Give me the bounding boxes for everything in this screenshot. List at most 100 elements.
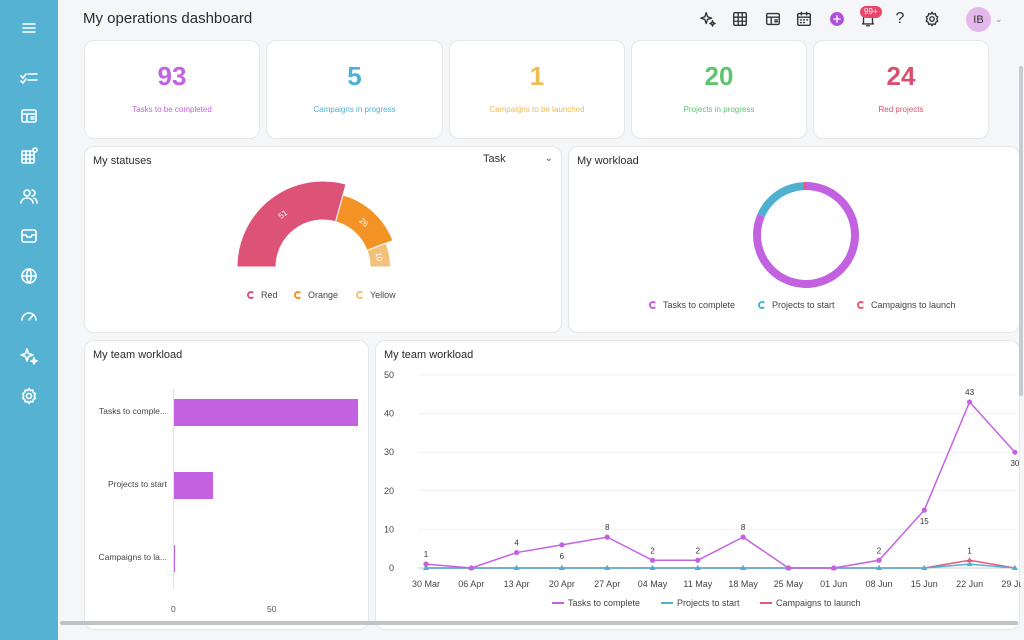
card-title: My statuses [93, 155, 152, 167]
y-tick-label: 30 [384, 447, 394, 457]
x-tick-label: 25 May [774, 579, 804, 589]
statuses-card: My statuses Task ⌄ 51 26 10 Red Orange Yel… [84, 146, 562, 333]
globe-icon[interactable] [17, 264, 41, 288]
legend-item-tasks-to-complete: Tasks to complete [649, 300, 735, 310]
team-workload-bar-card: My team workload Tasks to comple... Proj… [84, 340, 369, 630]
data-point [966, 557, 973, 563]
semi-donut-slice [236, 180, 347, 268]
legend-dot [294, 291, 302, 299]
data-label: 4 [514, 539, 519, 548]
semi-donut-slice [366, 242, 392, 268]
legend-item-red: Red [247, 290, 278, 300]
team-workload-line-chart: 0 10 20 30 40 50 30 Mar 06 Apr 13 Apr 20 Apr 27 Ap… [384, 370, 1021, 589]
bar[interactable] [173, 399, 358, 426]
legend-dot [857, 301, 865, 309]
page-title: My operations dashboard [83, 10, 253, 27]
kpi-value: 1 [529, 61, 545, 91]
kpi-card-campaigns-to-launch[interactable]: 1 Campaigns to be launched [449, 40, 625, 139]
kpi-value: 93 [157, 61, 187, 91]
legend-dot [758, 301, 766, 309]
legend-swatch [552, 602, 564, 604]
bar-label: Projects to start [107, 479, 167, 489]
data-label: 2 [696, 546, 701, 555]
kpi-card-red-projects[interactable]: 24 Red projects [813, 40, 989, 139]
status-type-dropdown[interactable]: Task ⌄ [483, 153, 555, 171]
kpi-card-projects-in-progress[interactable]: 20 Projects in progress [631, 40, 807, 139]
sparkles-icon[interactable] [17, 344, 41, 368]
checklist-icon[interactable] [17, 64, 41, 88]
gear-icon[interactable] [17, 384, 41, 408]
legend-item-campaigns-to-launch: Campaigns to launch [857, 300, 956, 310]
data-label: 43 [965, 388, 974, 397]
data-label: 8 [605, 523, 610, 532]
kpi-value: 24 [886, 61, 916, 91]
data-point [921, 507, 927, 513]
add-icon[interactable] [826, 8, 848, 30]
board-icon[interactable] [762, 8, 784, 30]
legend-label: Orange [308, 290, 339, 300]
x-tick-label: 06 Apr [458, 579, 484, 589]
sparkles-icon[interactable] [697, 8, 719, 30]
kpi-label: Campaigns in progress [313, 105, 396, 114]
data-point [876, 557, 882, 563]
data-point [604, 565, 611, 570]
help-icon[interactable]: ? [895, 10, 905, 27]
chevron-down-icon: ⌄ [544, 153, 553, 164]
users-icon[interactable] [17, 184, 41, 208]
card-title: My team workload [384, 349, 474, 361]
board-icon[interactable] [17, 104, 41, 128]
gear-icon[interactable] [921, 8, 943, 30]
avatar[interactable]: IB [966, 7, 991, 32]
y-tick-label: 20 [384, 486, 394, 496]
data-point [831, 565, 837, 571]
series-line [426, 563, 1015, 569]
donut-slice [803, 182, 806, 191]
speedometer-icon[interactable] [17, 304, 41, 328]
data-label: 15 [920, 517, 929, 526]
grid-settings-icon[interactable] [17, 144, 41, 168]
kpi-card-tasks[interactable]: 93 Tasks to be completed [84, 40, 260, 139]
notification-badge: 99+ [860, 6, 882, 18]
sidebar [0, 0, 58, 640]
calendar-icon[interactable] [793, 8, 815, 30]
donut-slice [757, 182, 804, 217]
data-point [649, 557, 656, 563]
menu-icon[interactable] [17, 16, 41, 40]
axis-line [173, 389, 174, 589]
legend-swatch [661, 602, 673, 604]
bar[interactable] [173, 545, 175, 572]
kpi-label: Tasks to be completed [132, 105, 212, 114]
x-tick-label: 15 Jun [911, 579, 938, 589]
vertical-scrollbar[interactable] [1019, 66, 1023, 396]
data-label: 30 [1010, 459, 1019, 468]
horizontal-scrollbar[interactable] [60, 621, 1018, 625]
bar[interactable] [173, 472, 213, 499]
legend-swatch [760, 602, 772, 604]
data-point [558, 565, 565, 570]
data-point [921, 565, 928, 570]
grid-icon[interactable] [729, 8, 751, 30]
data-point [559, 542, 565, 548]
x-tick-label: 11 May [683, 579, 712, 589]
data-label: 2 [877, 546, 882, 555]
legend-item-orange: Orange [294, 290, 338, 300]
data-point [966, 561, 973, 567]
legend-dot [356, 291, 364, 299]
data-point [468, 565, 474, 571]
data-label: 2 [650, 546, 655, 555]
legend-label: Campaigns to launch [871, 300, 956, 310]
chevron-down-icon[interactable]: ⌄ [995, 14, 1003, 24]
data-label: 1 [967, 546, 972, 555]
data-point [649, 565, 656, 570]
inbox-icon[interactable] [17, 224, 41, 248]
card-title: My workload [577, 155, 639, 167]
legend-item-yellow: Yellow [356, 290, 396, 300]
data-point [1012, 449, 1018, 455]
data-point [514, 549, 520, 556]
kpi-value: 20 [704, 61, 734, 91]
workload-card: My workload Tasks to complete Projects t… [568, 146, 1020, 333]
kpi-label: Projects in progress [683, 105, 755, 114]
series-line [426, 559, 1016, 569]
kpi-card-campaigns-in-progress[interactable]: 5 Campaigns in progress [266, 40, 443, 139]
